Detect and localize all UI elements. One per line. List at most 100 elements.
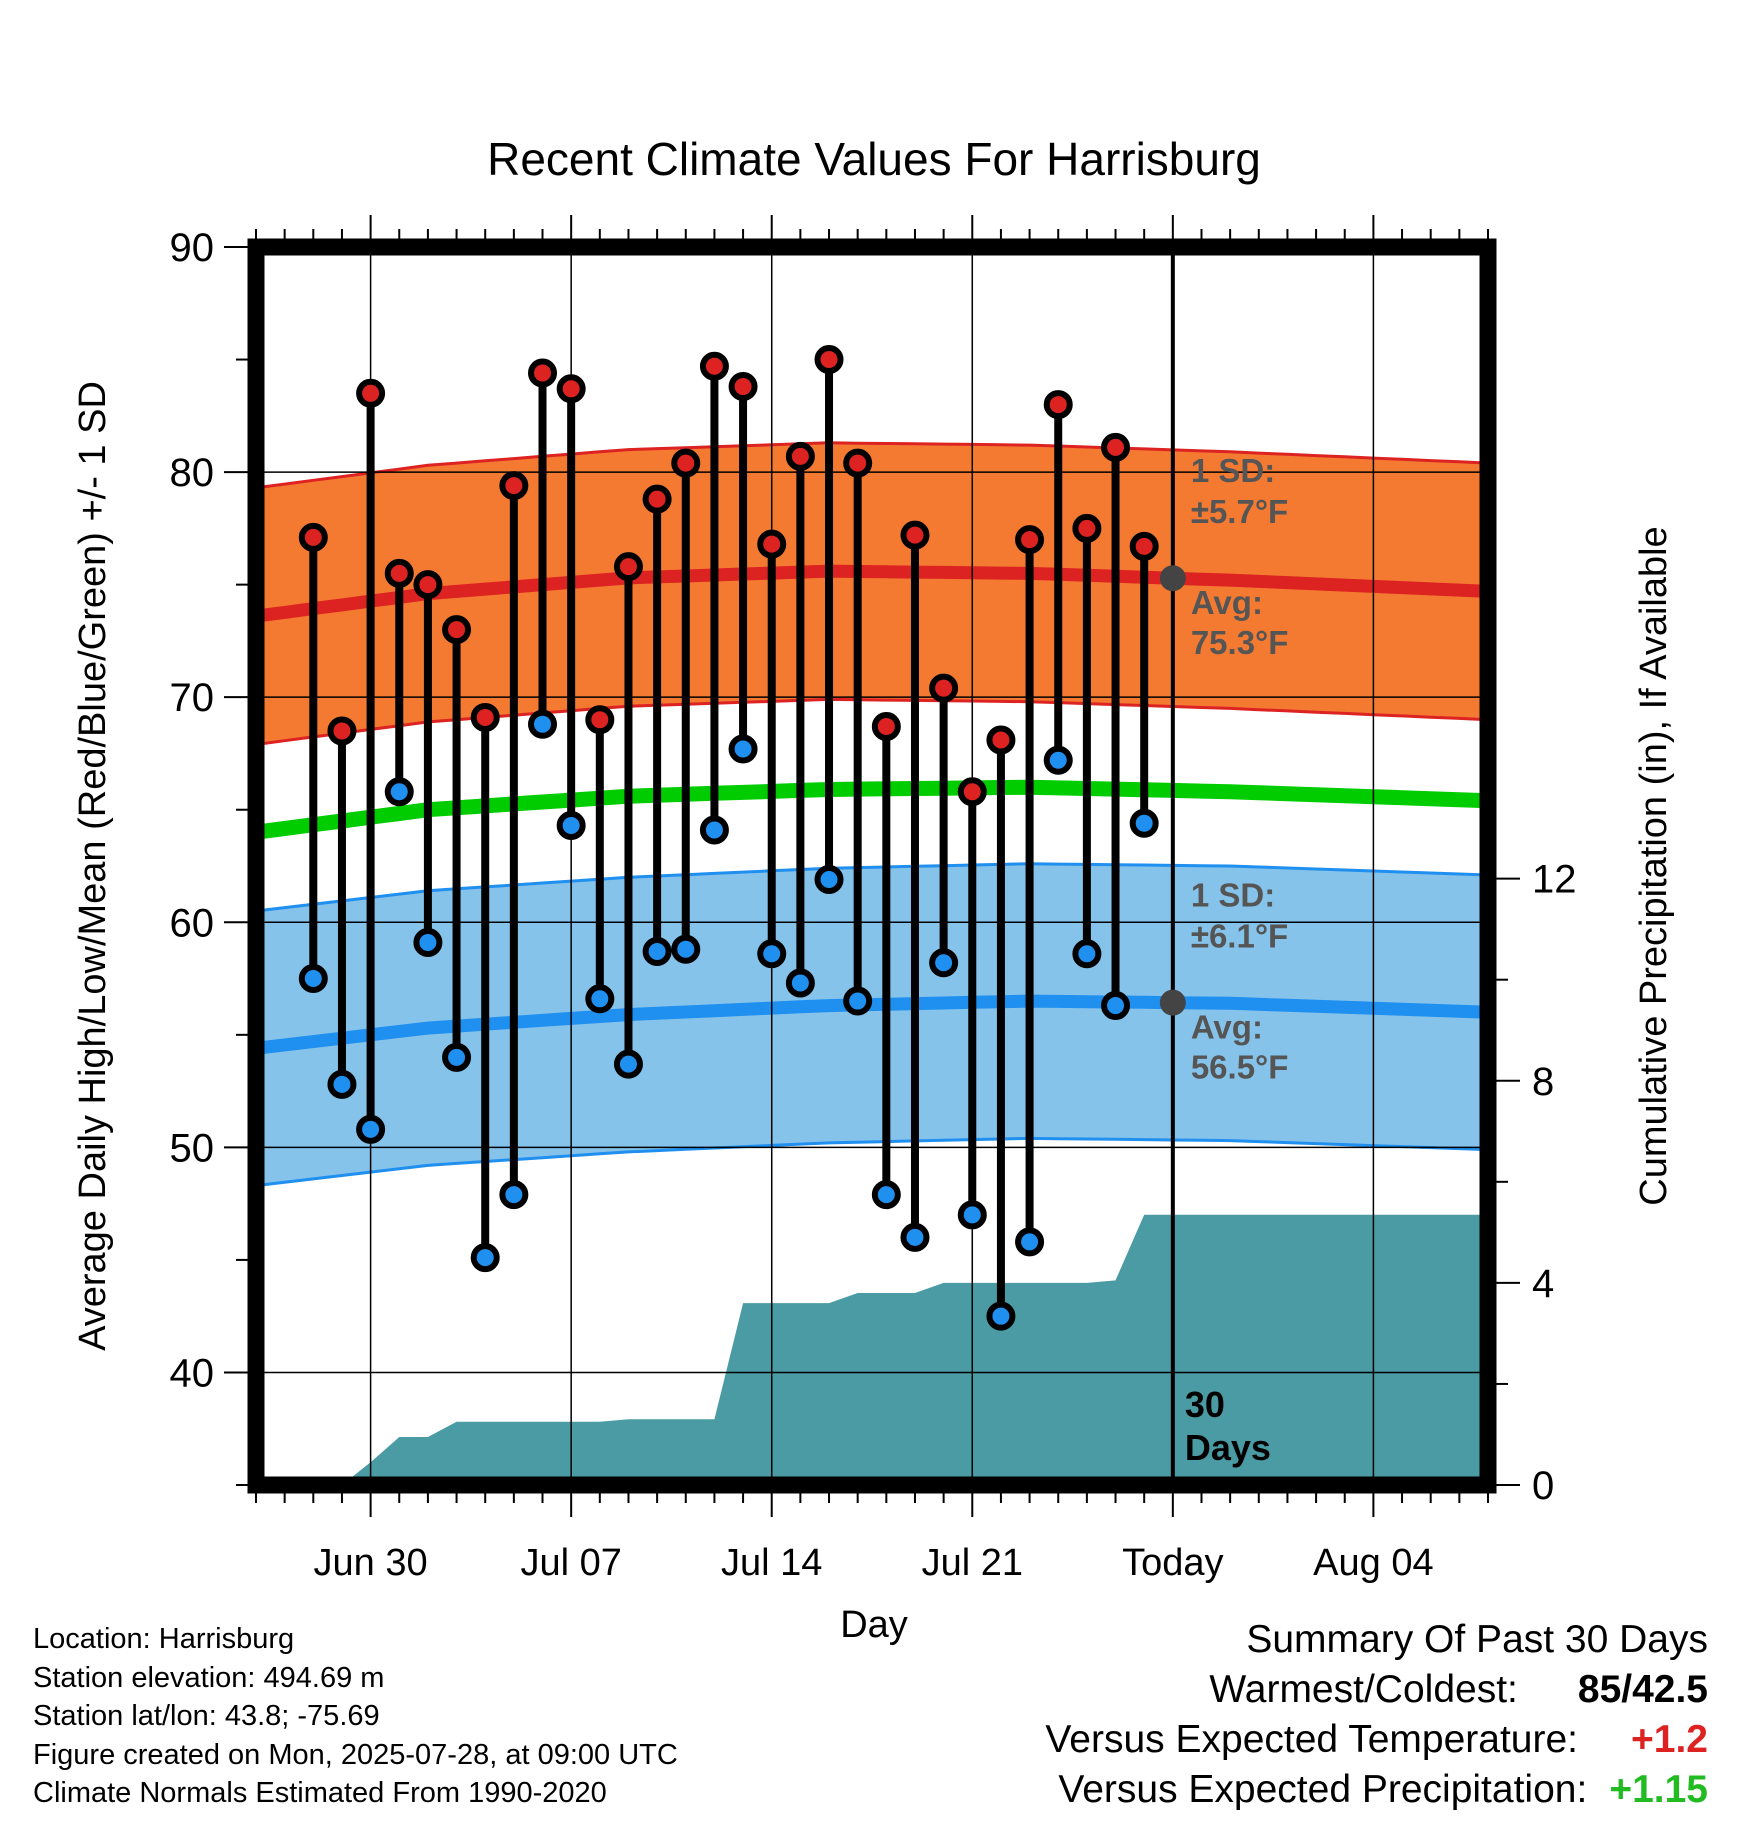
avg-high-line <box>256 564 1488 623</box>
daily-low-point <box>585 984 615 1014</box>
daily-high-point <box>757 529 787 559</box>
daily-high-point <box>470 702 500 732</box>
avg-mean-line <box>256 779 1488 840</box>
daily-low-point <box>556 810 586 840</box>
location-text: Location: Harrisburg <box>33 1623 295 1655</box>
today-avg-high-marker <box>1159 565 1186 592</box>
daily-high-point <box>298 522 328 552</box>
daily-high-point <box>929 673 959 703</box>
high-sd-lower-line <box>256 697 1488 746</box>
low-sd-band <box>256 863 1488 1186</box>
temp-label: Versus Expected Temperature: <box>1045 1718 1578 1761</box>
daily-high-point <box>1043 390 1073 420</box>
high-sd-upper-line <box>256 441 1488 490</box>
x-tick-label: Jul 21 <box>922 1542 1023 1584</box>
y2-tick-label: 8 <box>1532 1060 1554 1104</box>
chart-title: Recent Climate Values For Harrisburg <box>487 133 1261 185</box>
plot-area <box>256 247 1488 1485</box>
y2-tick-label: 0 <box>1532 1464 1554 1508</box>
daily-low-point <box>728 734 758 764</box>
summary-title: Summary Of Past 30 Days <box>1246 1618 1708 1661</box>
warmest-value: 85/42.5 <box>1577 1668 1708 1711</box>
daily-low-point <box>957 1200 987 1230</box>
station-info: Location: Harrisburg Station elevation: … <box>33 1620 678 1813</box>
daily-low-point <box>642 937 672 967</box>
daily-low-point <box>671 934 701 964</box>
precip-value: +1.15 <box>1609 1768 1708 1811</box>
daily-high-point <box>642 484 672 514</box>
daily-low-point <box>413 928 443 958</box>
daily-high-point <box>613 552 643 582</box>
daily-high-point <box>442 615 472 645</box>
daily-low-point <box>470 1243 500 1273</box>
daily-high-point <box>356 378 386 408</box>
daily-low-point <box>298 964 328 994</box>
avg-low-line <box>256 994 1488 1055</box>
daily-low-point <box>528 709 558 739</box>
daily-high-point <box>871 711 901 741</box>
high-sd-label: 1 SD: <box>1191 452 1275 489</box>
daily-high-point <box>814 345 844 375</box>
daily-high-point <box>900 520 930 550</box>
y-tick-label: 50 <box>170 1126 215 1170</box>
low-avg-label: Avg: <box>1191 1009 1263 1046</box>
y-tick-label: 80 <box>170 451 215 495</box>
daily-high-point <box>728 372 758 402</box>
created-text: Figure created on Mon, 2025-07-28, at 09… <box>33 1738 678 1771</box>
daily-low-point <box>384 777 414 807</box>
y2-tick-label: 4 <box>1532 1262 1554 1306</box>
daily-low-point <box>499 1180 529 1210</box>
high-avg-value: 75.3°F <box>1191 624 1289 661</box>
x-tick-label: Jun 30 <box>314 1542 428 1584</box>
daily-low-point <box>1101 991 1131 1021</box>
daily-high-point <box>499 471 529 501</box>
precip-area <box>313 1214 1488 1485</box>
x-tick-label: Jul 07 <box>520 1542 621 1584</box>
daily-high-point <box>585 705 615 735</box>
x-tick-label: Aug 04 <box>1313 1542 1433 1584</box>
low-sd-value: ±6.1°F <box>1191 918 1288 955</box>
daily-low-point <box>1015 1227 1045 1257</box>
y-tick-label: 90 <box>170 226 215 270</box>
daily-high-point <box>957 777 987 807</box>
high-sd-value: ±5.7°F <box>1191 493 1288 530</box>
daily-low-point <box>1043 745 1073 775</box>
high-sd-band <box>256 442 1488 745</box>
plot-frame <box>247 238 1497 1494</box>
daily-high-point <box>1072 513 1102 543</box>
summary-precip-row: Versus Expected Precipitation: +1.15 <box>1045 1765 1708 1815</box>
daily-low-point <box>814 865 844 895</box>
today-avg-low-marker <box>1159 989 1186 1016</box>
y-tick-label: 60 <box>170 901 215 945</box>
daily-low-point <box>1072 939 1102 969</box>
summary-temp-row: Versus Expected Temperature: +1.2 <box>1045 1715 1708 1765</box>
daily-high-point <box>671 448 701 478</box>
daily-high-point <box>986 725 1016 755</box>
daily-low-point <box>900 1222 930 1252</box>
low-sd-lower-line <box>256 1136 1488 1188</box>
low-avg-value: 56.5°F <box>1191 1049 1289 1086</box>
daily-low-point <box>699 815 729 845</box>
x-tick-label: Today <box>1122 1542 1223 1584</box>
daily-high-point <box>1015 525 1045 555</box>
high-avg-label: Avg: <box>1191 584 1263 621</box>
warmest-label: Warmest/Coldest: <box>1209 1668 1518 1711</box>
daily-low-point <box>757 939 787 969</box>
daily-low-point <box>986 1301 1016 1331</box>
normals-text: Climate Normals Estimated From 1990-2020 <box>33 1777 607 1809</box>
days-count-label: 30 <box>1185 1384 1225 1425</box>
daily-high-point <box>1101 432 1131 462</box>
daily-high-point <box>843 448 873 478</box>
daily-low-point <box>929 948 959 978</box>
y-tick-label: 40 <box>170 1351 215 1395</box>
y-tick-label: 70 <box>170 676 215 720</box>
daily-high-point <box>384 558 414 588</box>
daily-low-point <box>327 1069 357 1099</box>
daily-high-point <box>528 358 558 388</box>
daily-high-point <box>785 441 815 471</box>
daily-low-point <box>1129 808 1159 838</box>
daily-high-point <box>327 716 357 746</box>
y-axis-label: Average Daily High/Low/Mean (Red/Blue/Gr… <box>72 381 114 1351</box>
precip-label: Versus Expected Precipitation: <box>1058 1768 1588 1811</box>
days-unit-label: Days <box>1185 1427 1271 1468</box>
